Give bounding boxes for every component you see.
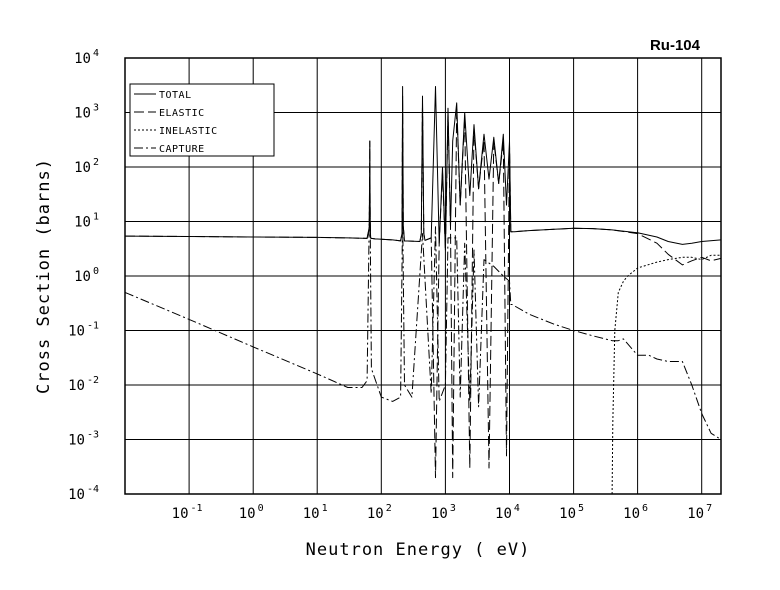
series-line-elastic [124,95,722,479]
y-tick-label-5: 10 -1 [68,321,99,340]
x-tick-label-5: 10 4 [495,503,520,522]
x-tick-label-1: 10 0 [239,503,264,522]
y-axis-title: Cross Section (barns) [34,158,54,394]
legend-label-inelastic: INELASTIC [159,126,218,137]
y-tick-label-6: 10 -2 [68,375,99,394]
x-tick-label-7: 10 6 [623,503,648,522]
chart-title: Ru-104 [650,37,701,54]
plot-frame [124,57,722,495]
series-line-capture [124,178,722,440]
x-axis-title: Neutron Energy ( eV) [306,540,531,560]
x-tick-labels: 10 -1 10 0 10 1 10 2 10 3 10 4 10 5 10 6 10 7 [172,503,712,522]
y-tick-label-7: 10 -3 [68,430,99,449]
x-tick-label-8: 10 7 [687,503,712,522]
y-tick-label-3: 10 1 [74,212,99,231]
y-tick-label-4: 10 0 [74,266,99,285]
x-tick-label-2: 10 1 [303,503,328,522]
y-tick-label-8: 10 -4 [68,484,99,503]
series-layer [124,86,722,495]
legend-box [129,83,275,157]
x-tick-label-0: 10 -1 [172,503,203,522]
legend: TOTAL ELASTIC INELASTIC CAPTURE [129,83,275,157]
y-tick-label-0: 10 4 [74,48,99,67]
x-tick-label-4: 10 3 [431,503,456,522]
y-tick-label-1: 10 3 [74,103,99,122]
x-tick-label-6: 10 5 [559,503,584,522]
legend-label-elastic: ELASTIC [159,108,205,119]
x-tick-label-3: 10 2 [367,503,392,522]
legend-label-capture: CAPTURE [159,144,205,155]
series-line-inelastic [611,254,721,495]
y-tick-label-2: 10 2 [74,157,99,176]
legend-label-total: TOTAL [159,90,192,101]
